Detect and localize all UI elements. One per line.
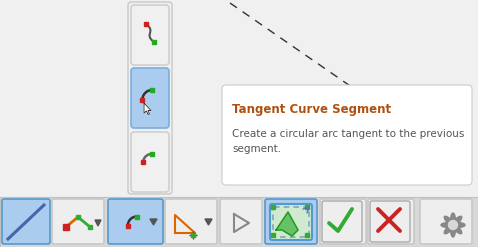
FancyBboxPatch shape [370,201,410,242]
FancyBboxPatch shape [320,199,366,244]
Polygon shape [144,103,151,115]
Bar [0,0,478,197]
Polygon shape [150,219,157,225]
FancyBboxPatch shape [322,201,362,242]
FancyBboxPatch shape [128,2,172,194]
Text: Create a circular arc tangent to the previous
segment.: Create a circular arc tangent to the pre… [232,129,464,154]
Text: Tangent Curve Segment: Tangent Curve Segment [232,103,391,116]
Circle shape [448,221,457,229]
FancyBboxPatch shape [2,199,50,244]
Polygon shape [205,219,212,225]
FancyBboxPatch shape [131,132,169,192]
FancyBboxPatch shape [52,199,104,244]
FancyBboxPatch shape [222,85,472,185]
FancyBboxPatch shape [131,68,169,128]
Polygon shape [95,220,101,226]
Polygon shape [276,212,298,236]
FancyBboxPatch shape [131,5,169,65]
Bar [0,197,478,247]
FancyBboxPatch shape [108,199,163,244]
FancyBboxPatch shape [270,204,312,240]
FancyBboxPatch shape [420,199,472,244]
FancyBboxPatch shape [165,199,217,244]
Polygon shape [441,213,465,237]
FancyBboxPatch shape [220,199,262,244]
FancyBboxPatch shape [265,199,317,244]
FancyBboxPatch shape [368,199,414,244]
